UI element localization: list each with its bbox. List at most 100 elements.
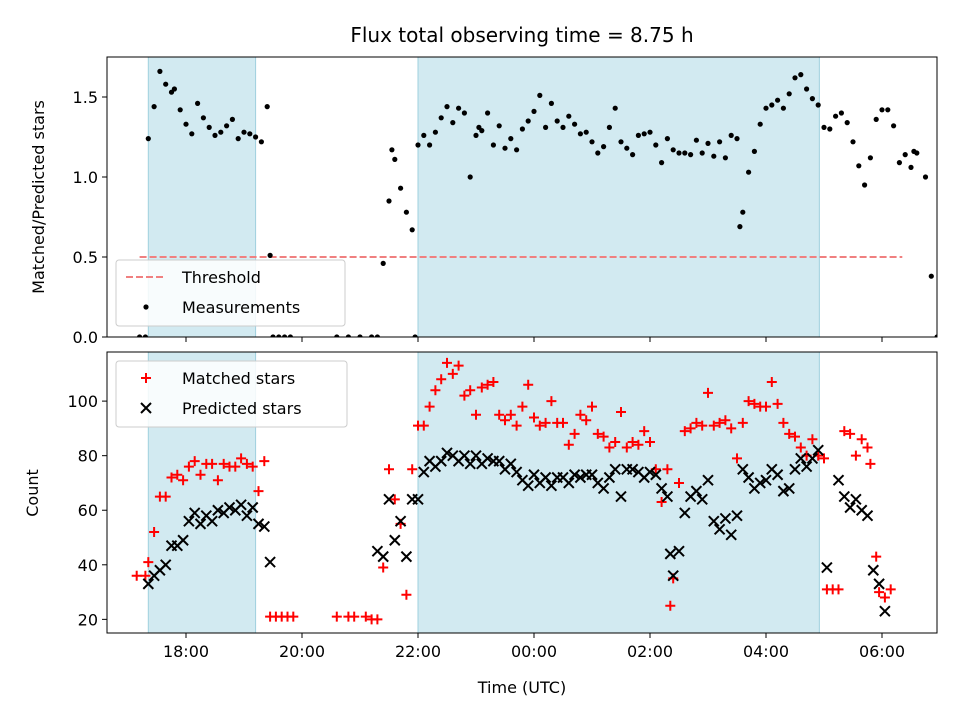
matched-star-point bbox=[447, 368, 458, 379]
measurement-point bbox=[850, 139, 856, 145]
matched-star-point bbox=[743, 396, 754, 407]
matched-star-point bbox=[401, 589, 412, 600]
matched-star-point bbox=[253, 486, 264, 497]
matched-star-point bbox=[766, 377, 777, 388]
top-panel: 0.0 0.5 1.0 1.5 Threshold Measurements bbox=[73, 56, 938, 347]
matched-star-point bbox=[436, 374, 447, 385]
measurement-point bbox=[769, 102, 775, 108]
observing-interval-2 bbox=[418, 352, 820, 633]
measurement-point bbox=[856, 163, 862, 169]
x-tick-label: 22:00 bbox=[395, 642, 441, 661]
matched-star-point bbox=[534, 420, 545, 431]
predicted-star-point bbox=[795, 452, 807, 465]
measurement-point bbox=[218, 129, 224, 135]
measurement-point bbox=[833, 113, 839, 119]
measurement-point bbox=[885, 107, 891, 113]
x-tick-label: 06:00 bbox=[859, 642, 905, 661]
predicted-star-point bbox=[528, 469, 540, 481]
matched-star-point bbox=[633, 439, 644, 450]
measurement-point bbox=[699, 150, 705, 156]
measurement-point bbox=[879, 107, 885, 113]
measurement-point bbox=[780, 105, 787, 111]
matched-star-point bbox=[865, 458, 876, 469]
measurement-point bbox=[392, 156, 398, 162]
matched-star-point bbox=[697, 420, 708, 431]
matched-star-point bbox=[465, 385, 476, 396]
matched-star-point bbox=[488, 377, 499, 388]
measurement-point bbox=[195, 100, 201, 106]
measurement-point bbox=[775, 97, 781, 103]
matched-star-point bbox=[500, 415, 510, 426]
predicted-star-point bbox=[563, 477, 575, 489]
predicted-star-point bbox=[568, 469, 581, 481]
predicted-star-point bbox=[441, 447, 453, 459]
measurement-point bbox=[717, 139, 723, 145]
matched-star-point bbox=[685, 423, 696, 434]
predicted-star-point bbox=[264, 556, 276, 568]
predicted-star-point bbox=[522, 479, 534, 492]
matched-star-point bbox=[288, 611, 299, 622]
bottom-panel-plot-area bbox=[131, 357, 896, 625]
predicted-star-point bbox=[838, 490, 851, 503]
measurement-point bbox=[183, 121, 189, 127]
predicted-star-point bbox=[667, 570, 679, 582]
measurement-point bbox=[740, 209, 746, 215]
measurement-point bbox=[647, 129, 653, 135]
matched-star-point bbox=[662, 464, 673, 475]
measurement-point bbox=[815, 102, 821, 108]
matched-star-point bbox=[703, 387, 713, 398]
predicted-star-point bbox=[246, 501, 259, 514]
matched-star-point bbox=[871, 551, 882, 562]
measurement-point bbox=[867, 155, 874, 161]
measurement-point bbox=[844, 120, 850, 126]
measurement-point bbox=[922, 174, 929, 180]
predicted-star-point bbox=[609, 463, 621, 476]
top-y-axis-label: Matched/Predicted stars bbox=[29, 100, 48, 294]
matched-star-point bbox=[807, 434, 818, 445]
legend-label: Predicted stars bbox=[182, 399, 302, 418]
predicted-star-point bbox=[252, 518, 265, 530]
predicted-star-point bbox=[783, 482, 795, 495]
y-tick-label: 0.5 bbox=[73, 248, 98, 267]
matched-star-point bbox=[195, 469, 206, 480]
measurement-point bbox=[467, 174, 473, 180]
matched-star-point bbox=[627, 437, 638, 448]
matched-star-point bbox=[558, 417, 568, 428]
matched-star-point bbox=[575, 409, 586, 420]
y-tick-label: 100 bbox=[67, 392, 98, 411]
matched-star-point bbox=[389, 494, 400, 505]
matched-star-point bbox=[604, 442, 615, 453]
predicted-star-point bbox=[223, 501, 236, 514]
matched-star-point bbox=[778, 417, 789, 428]
measurement-point bbox=[728, 132, 734, 138]
predicted-star-point bbox=[731, 509, 743, 522]
matched-star-point bbox=[732, 453, 742, 464]
predicted-star-point bbox=[661, 490, 674, 503]
predicted-star-point bbox=[177, 534, 189, 546]
measurement-point bbox=[737, 224, 743, 230]
measurement-point bbox=[577, 131, 584, 137]
measurement-point bbox=[345, 334, 351, 337]
predicted-star-point bbox=[159, 559, 172, 571]
matched-star-point bbox=[856, 434, 867, 445]
measurement-point bbox=[908, 164, 914, 170]
measurement-point bbox=[287, 334, 293, 337]
measurement-point bbox=[722, 155, 729, 161]
measurement-point bbox=[746, 169, 752, 175]
measurement-point bbox=[838, 110, 845, 116]
predicted-star-point bbox=[713, 523, 726, 536]
matched-star-point bbox=[476, 382, 487, 393]
measurement-point bbox=[928, 273, 934, 279]
measurement-point bbox=[438, 115, 444, 121]
legend-label: Measurements bbox=[182, 298, 300, 317]
predicted-star-point bbox=[679, 507, 691, 519]
predicted-star-point bbox=[737, 463, 749, 476]
predicted-star-point bbox=[241, 509, 253, 522]
measurement-point bbox=[241, 129, 247, 135]
measurement-point bbox=[693, 137, 700, 143]
measurement-point bbox=[821, 124, 827, 130]
predicted-star-point bbox=[435, 455, 447, 467]
predicted-star-point bbox=[696, 493, 708, 506]
measurement-point bbox=[456, 105, 462, 111]
measurement-point bbox=[490, 142, 496, 148]
